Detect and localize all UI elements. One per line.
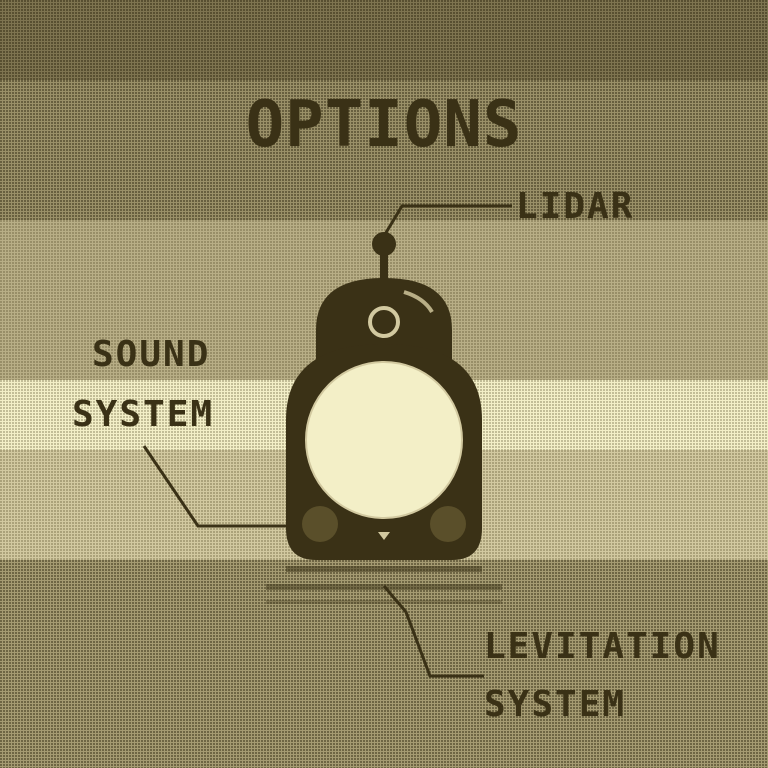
background-bottom	[0, 560, 768, 768]
leader-lines	[142, 204, 512, 678]
lidar-leader-line	[382, 204, 512, 237]
antenna-icon	[372, 232, 396, 280]
lidar-label[interactable]: LIDAR	[516, 186, 635, 227]
levitation-field	[266, 566, 502, 604]
right-speaker-icon	[430, 506, 466, 542]
robot-body	[286, 344, 482, 560]
page-title: OPTIONS	[245, 88, 523, 162]
levitation-system-label-line1[interactable]: LEVITATION	[484, 626, 721, 667]
sound-system-leader-line	[142, 445, 290, 528]
left-speaker-icon	[302, 506, 338, 542]
levitation-leader-line	[382, 585, 484, 678]
robot-head	[316, 278, 452, 360]
background-top	[0, 0, 768, 80]
background-upper	[0, 80, 768, 220]
sound-system-label-line1[interactable]: SOUND	[92, 334, 211, 375]
sound-system-label-line2[interactable]: SYSTEM	[72, 394, 215, 435]
lidar-lens-icon	[368, 306, 400, 338]
robot-face-screen	[306, 362, 462, 518]
levitation-system-label-line2[interactable]: SYSTEM	[484, 684, 627, 725]
